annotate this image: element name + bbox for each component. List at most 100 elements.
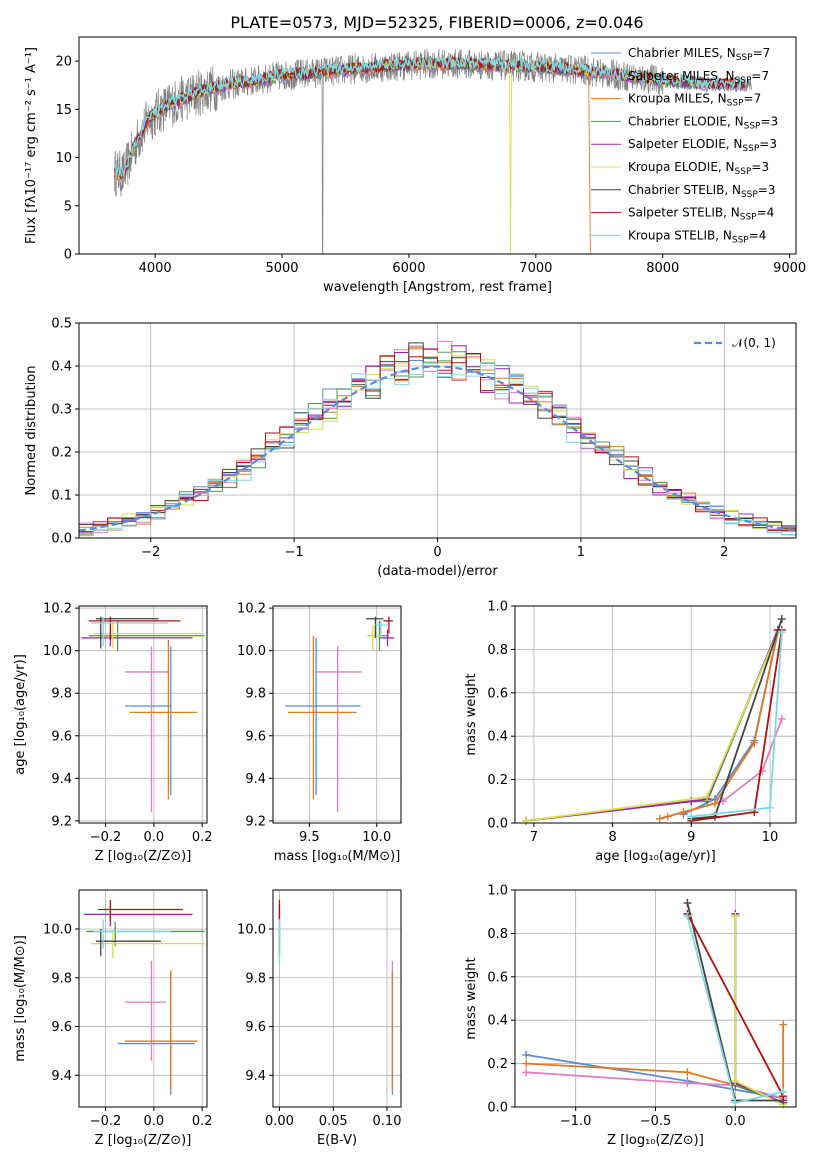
mass-weight-vs-Z-salpeter-miles-marker: [683, 1079, 692, 1088]
mass-weight-vs-age-salpeter-miles-marker: [777, 714, 786, 723]
mass-weight-vs-age-ytick-label: 0.4: [487, 730, 508, 745]
mass-weight-vs-Z-kroupa-stelib-marker: [779, 1087, 788, 1096]
residuals-ytick-label: 0.3: [51, 403, 72, 418]
mass-weight-vs-age-ytick-label: 0.6: [487, 686, 508, 701]
age-vs-mass-ytick-label: 9.6: [245, 729, 266, 744]
residuals-hist-kroupa-stelib: [79, 361, 796, 536]
spectrum-ylabel: Flux [fλ10⁻¹⁷ erg cm⁻² s⁻¹ A⁻¹]: [24, 47, 39, 244]
age-vs-mass-frame: [272, 605, 402, 824]
spectrum-legend-label: Kroupa STELIB, NSSP=4: [628, 228, 766, 245]
mass-weight-vs-Z-kroupa-miles-marker: [779, 1020, 788, 1029]
mass-vs-Z-xtick-label: 0.2: [192, 1114, 213, 1129]
age-vs-mass-ytick-label: 9.2: [245, 814, 266, 829]
residuals-xlabel: (data-model)/error: [377, 564, 498, 579]
mass-vs-Z-ytick-label: 9.6: [51, 1020, 72, 1035]
mass-weight-vs-Z-kroupa-elodie-line: [734, 916, 784, 1106]
age-vs-mass-ytick-label: 10.0: [237, 644, 266, 659]
spectrum-series-group: [113, 48, 752, 254]
mass-weight-vs-age-xtick-label: 7: [530, 830, 538, 845]
mass-weight-vs-Z-xtick-label: 0.0: [725, 1114, 746, 1129]
mass-weight-vs-Z-salpeter-elodie-line: [734, 913, 784, 1104]
residuals-hist-kroupa-elodie: [79, 345, 796, 536]
spectrum-ytick-label: 0: [64, 248, 72, 263]
mass-weight-vs-Z-xtick-label: −0.5: [640, 1114, 672, 1129]
spectrum-xtick-label: 8000: [646, 261, 679, 276]
residuals-hist-salpeter-stelib: [79, 353, 796, 533]
age-vs-Z-ytick-label: 10.0: [43, 644, 72, 659]
mass-weight-vs-age-chabrier-miles-line: [683, 631, 779, 816]
residuals-xtick-label: −1: [285, 545, 304, 560]
mass-weight-vs-Z-ytick-label: 0.6: [487, 970, 508, 985]
residuals-xtick-label: 0: [433, 545, 441, 560]
spectrum-ytick-label: 15: [55, 103, 72, 118]
mass-weight-vs-Z-xtick-label: −1.0: [560, 1114, 592, 1129]
mass-weight-vs-Z-kroupa-miles-marker: [522, 1059, 531, 1068]
age-vs-Z-xtick-label: 0.2: [192, 830, 213, 845]
mass-weight-vs-age-ytick-label: 0.8: [487, 643, 508, 658]
mass-weight-vs-Z-ytick-label: 0.2: [487, 1057, 508, 1072]
mass-vs-Z-ylabel: mass [log₁₀(M/M⊙)]: [13, 935, 28, 1062]
spectrum-ytick-label: 10: [55, 151, 72, 166]
mass-weight-vs-Z-ytick-label: 0.0: [487, 1101, 508, 1116]
age-vs-mass-ytick-label: 9.4: [245, 772, 266, 787]
spectrum-xtick-label: 7000: [519, 261, 552, 276]
mass-weight-vs-Z-ytick-label: 0.8: [487, 927, 508, 942]
mass-weight-vs-age-ytick-label: 0.0: [487, 817, 508, 832]
mass-vs-ebv-ytick-label: 9.4: [245, 1069, 266, 1084]
residuals-ytick-label: 0.1: [51, 489, 72, 504]
spectrum-legend-label: Chabrier MILES, NSSP=7: [628, 46, 770, 63]
mass-weight-vs-age-kroupa-miles-marker: [750, 738, 759, 747]
age-vs-Z-xtick-label: 0.0: [144, 830, 165, 845]
mass-weight-vs-Z-salpeter-stelib-line: [686, 913, 784, 1097]
mass-vs-Z-xtick-label: −0.2: [90, 1114, 122, 1129]
mass-vs-Z-xtick-label: 0.0: [144, 1114, 165, 1129]
mass-weight-vs-age-kroupa-miles-marker: [655, 814, 664, 823]
mass-vs-ebv-ytick-label: 10.0: [237, 923, 266, 938]
mass-weight-vs-age-ytick-label: 1.0: [487, 600, 508, 615]
mass-weight-vs-age-kroupa-miles-line: [659, 629, 779, 820]
spectrum-legend-label: Salpeter MILES, NSSP=7: [628, 69, 769, 86]
mass-vs-Z-ytick-label: 9.4: [51, 1069, 72, 1084]
mass-weight-vs-Z-kroupa-elodie-marker: [731, 912, 740, 921]
mass-weight-vs-age-kroupa-elodie-marker: [703, 792, 712, 801]
mass-weight-vs-Z-xlabel: Z [log₁₀(Z/Z⊙)]: [607, 1133, 704, 1148]
age-vs-mass-xtick-label: 9.5: [299, 830, 320, 845]
mass-weight-vs-Z-kroupa-stelib-marker: [683, 912, 692, 921]
age-vs-Z-ytick-label: 9.6: [51, 729, 72, 744]
spectrum-ytick-label: 5: [64, 199, 72, 214]
mass-weight-vs-Z-ytick-label: 0.4: [487, 1014, 508, 1029]
mass-vs-Z-frame: [78, 889, 208, 1108]
spectrum-legend-label: Chabrier ELODIE, NSSP=3: [628, 114, 778, 131]
mass-weight-vs-age-salpeter-miles-marker: [758, 766, 767, 775]
spectrum-legend-label: Kroupa ELODIE, NSSP=3: [628, 160, 769, 177]
mass-weight-vs-Z-chabrier-elodie-line: [734, 916, 784, 1104]
mass-vs-ebv-xlabel: E(B-V): [317, 1133, 357, 1148]
residuals-ylabel: Normed distribution: [24, 366, 39, 496]
mass-weight-vs-age-xtick-label: 8: [608, 830, 616, 845]
mass-weight-vs-Z-chabrier-stelib-marker: [683, 899, 692, 908]
age-vs-Z-ylabel: age [log₁₀(age/yr)]: [13, 654, 28, 775]
mass-weight-vs-age-xtick-label: 9: [687, 830, 695, 845]
age-vs-Z-ytick-label: 10.2: [43, 602, 72, 617]
mass-vs-Z-ytick-label: 9.8: [51, 971, 72, 986]
residuals-xtick-label: 2: [720, 545, 728, 560]
mass-vs-ebv-xtick-label: 0.05: [319, 1114, 348, 1129]
residuals-xtick-label: −2: [141, 545, 160, 560]
mass-weight-vs-age-kroupa-elodie-line: [525, 631, 779, 822]
age-vs-mass-ytick-label: 9.8: [245, 687, 266, 702]
age-vs-Z-ytick-label: 9.2: [51, 814, 72, 829]
residuals-series-group: [79, 340, 796, 538]
age-vs-Z-ytick-label: 9.8: [51, 687, 72, 702]
residuals-normal-curve: [79, 365, 796, 532]
mass-weight-vs-age-kroupa-miles-marker: [710, 799, 719, 808]
age-vs-mass-xlabel: mass [log₁₀(M/M⊙)]: [274, 849, 401, 864]
mass-weight-vs-age-chabrier-elodie-line: [525, 629, 779, 822]
mass-weight-vs-Z-salpeter-miles-line: [526, 1071, 784, 1100]
mass-weight-vs-Z-ytick-label: 1.0: [487, 884, 508, 899]
mass-weight-vs-Z-chabrier-miles-marker: [522, 1050, 531, 1059]
mass-vs-ebv-ytick-label: 9.8: [245, 971, 266, 986]
age-vs-Z-ytick-label: 9.4: [51, 772, 72, 787]
mass-weight-vs-age-ylabel: mass weight: [464, 673, 479, 755]
spectrum-xlabel: wavelength [Angstrom, rest frame]: [323, 280, 552, 295]
spectrum-frame: [78, 36, 797, 255]
